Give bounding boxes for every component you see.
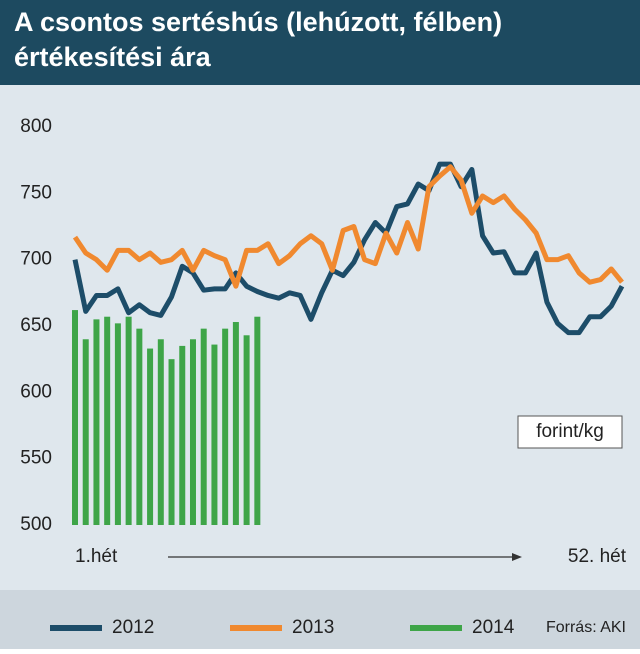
x-end-label: 52. hét xyxy=(568,546,627,567)
bar xyxy=(114,323,121,525)
y-tick-label: 650 xyxy=(20,315,52,336)
bar xyxy=(179,345,186,525)
y-tick-label: 550 xyxy=(20,448,52,469)
unit-box xyxy=(517,415,623,449)
bar xyxy=(82,339,89,525)
source: Forrás: AKI xyxy=(546,619,626,636)
y-tick-label: 600 xyxy=(20,381,52,402)
bar xyxy=(136,328,143,525)
legend-label: 2013 xyxy=(292,617,334,638)
bar xyxy=(157,339,164,525)
bar xyxy=(189,339,196,525)
bar xyxy=(125,316,132,525)
unit-label: forint/kg xyxy=(536,421,604,442)
header xyxy=(0,0,640,85)
y-tick-label: 750 xyxy=(20,182,52,203)
line xyxy=(72,161,625,336)
y-tick-label: 500 xyxy=(20,514,52,535)
line xyxy=(72,164,624,289)
legend-label: 2012 xyxy=(112,617,154,638)
bar xyxy=(104,316,111,525)
y-tick-label: 700 xyxy=(20,249,52,270)
bar xyxy=(200,328,207,525)
chart-title: A csontos sertéshús (lehúzott, félben) xyxy=(14,7,502,37)
bar xyxy=(147,348,154,525)
bar xyxy=(72,310,78,525)
x-arrow-head xyxy=(512,553,522,561)
y-tick-label: 800 xyxy=(20,116,52,137)
bar xyxy=(243,335,250,525)
bar xyxy=(168,359,175,525)
bar xyxy=(232,322,239,525)
bar xyxy=(254,316,261,525)
chart-subtitle: értékesítési ára xyxy=(14,42,212,72)
x-start-label: 1.hét xyxy=(75,546,118,567)
legend-background xyxy=(0,590,640,649)
bar xyxy=(222,328,229,525)
bar xyxy=(93,319,100,525)
bar xyxy=(211,344,218,525)
legend-label: 2014 xyxy=(472,617,515,638)
